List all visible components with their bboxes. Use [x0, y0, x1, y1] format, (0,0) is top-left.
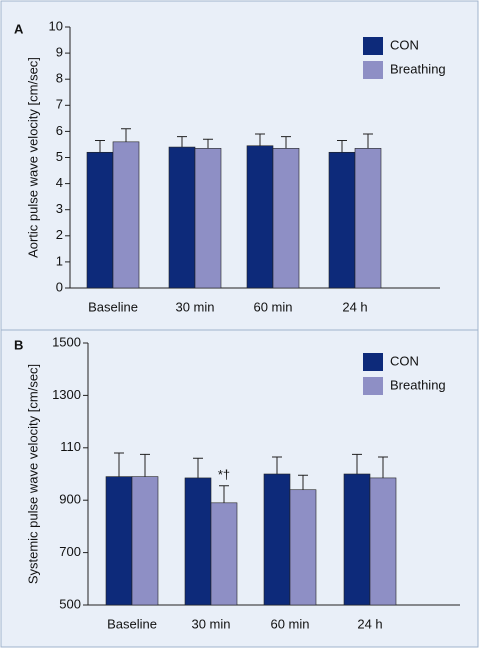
error-bar	[219, 485, 229, 503]
y-tick-label: 1	[56, 253, 63, 268]
error-bar	[378, 456, 388, 478]
error-bar	[272, 456, 282, 474]
bar	[246, 145, 274, 289]
legend-label: Breathing	[390, 61, 446, 76]
bar	[272, 148, 300, 289]
annotation: *†	[218, 467, 230, 482]
y-tick-label: 1500	[52, 334, 81, 349]
y-tick-label: 10	[49, 18, 63, 33]
bar	[168, 146, 196, 289]
y-tick-label: 9	[56, 45, 63, 60]
error-bar	[352, 453, 362, 474]
legend-label: Breathing	[390, 377, 446, 392]
y-tick-label: 1300	[52, 387, 81, 402]
error-bar	[95, 140, 105, 153]
bar	[194, 148, 222, 289]
bar	[289, 489, 317, 606]
y-tick-label: 0	[56, 279, 63, 294]
panel-label: A	[14, 21, 24, 36]
y-tick-label: 4	[56, 175, 63, 190]
x-tick-label: 60 min	[270, 616, 309, 631]
x-tick-label: Baseline	[88, 299, 138, 314]
y-tick-label: 6	[56, 123, 63, 138]
x-tick-label: Baseline	[107, 616, 157, 631]
bar	[210, 502, 238, 606]
x-tick-label: 30 min	[191, 616, 230, 631]
y-tick-label: 2	[56, 227, 63, 242]
legend-swatch	[363, 377, 383, 395]
error-bar	[363, 133, 373, 149]
error-bar	[177, 136, 187, 148]
y-axis-label: Systemic pulse wave velocity [cm/sec]	[25, 364, 40, 584]
error-bar	[337, 140, 347, 153]
y-tick-label: 700	[59, 544, 81, 559]
y-tick-label: 3	[56, 201, 63, 216]
y-tick-label: 8	[56, 71, 63, 86]
y-tick-label: 500	[59, 596, 81, 611]
bar	[369, 477, 397, 606]
legend-label: CON	[390, 353, 419, 368]
bar	[131, 476, 159, 606]
error-bar	[140, 453, 150, 477]
y-tick-label: 5	[56, 149, 63, 164]
bar	[112, 141, 140, 289]
bar	[354, 148, 382, 289]
error-bar	[281, 136, 291, 149]
legend-swatch	[363, 353, 383, 371]
legend-label: CON	[390, 37, 419, 52]
x-tick-label: 24 h	[357, 616, 382, 631]
x-tick-label: 60 min	[253, 299, 292, 314]
bar	[263, 473, 291, 606]
y-axis-label: Aortic pulse wave velocity [cm/sec]	[25, 57, 40, 258]
bar	[343, 473, 371, 606]
bar	[184, 477, 212, 606]
y-tick-label: 7	[56, 97, 63, 112]
bar	[328, 151, 356, 289]
error-bar	[203, 138, 213, 149]
x-tick-label: 30 min	[175, 299, 214, 314]
bar	[86, 151, 114, 289]
error-bar	[121, 128, 131, 142]
legend-swatch	[363, 37, 383, 55]
x-tick-label: 24 h	[342, 299, 367, 314]
y-tick-label: 900	[59, 492, 81, 507]
legend-swatch	[363, 61, 383, 79]
error-bar	[298, 474, 308, 490]
panel-label: B	[14, 337, 23, 352]
error-bar	[255, 133, 265, 146]
bar	[105, 476, 133, 606]
y-tick-label: 110	[60, 439, 81, 454]
error-bar	[193, 457, 203, 478]
error-bar	[114, 452, 124, 477]
